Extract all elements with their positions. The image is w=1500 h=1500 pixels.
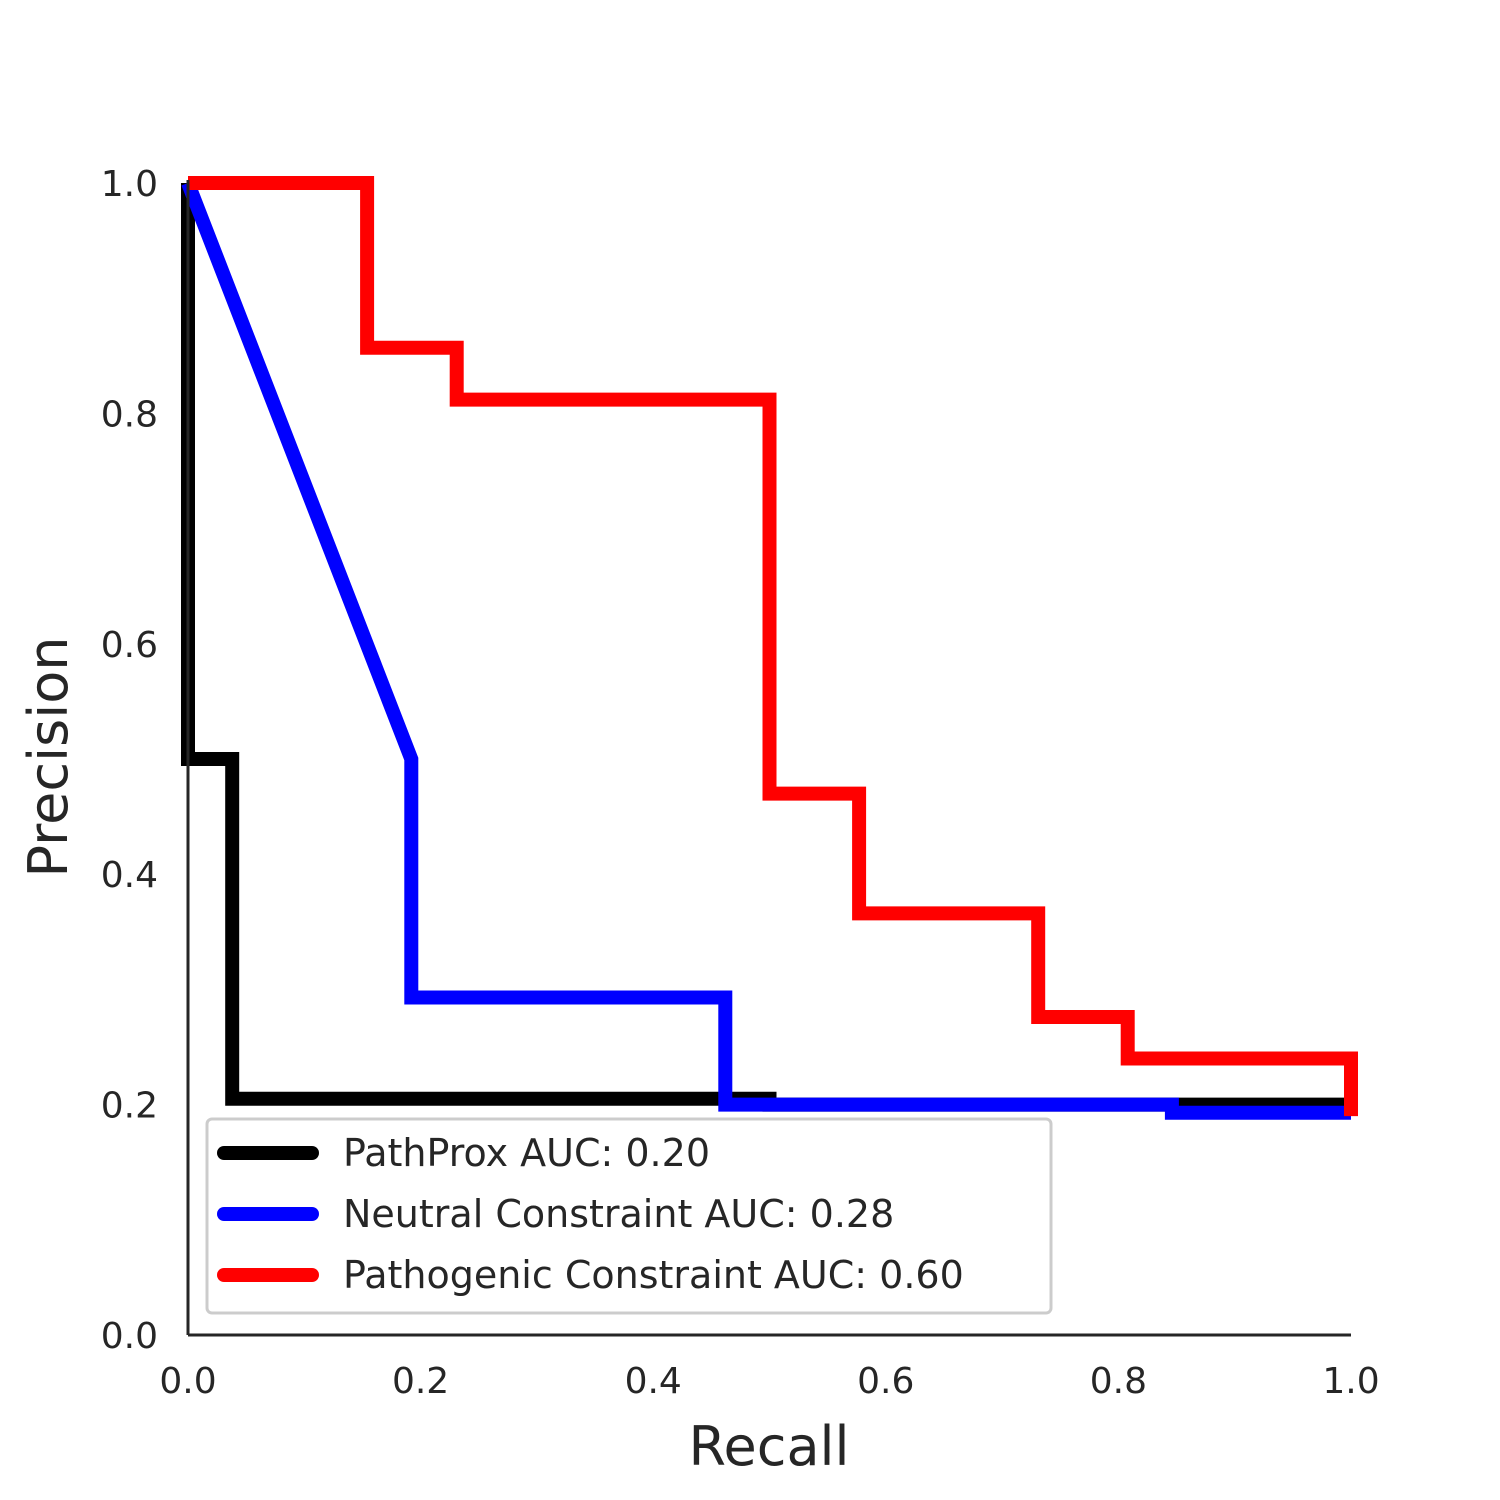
y-tick-label: 0.2 <box>101 1086 158 1127</box>
x-tick-label: 0.4 <box>625 1361 682 1402</box>
axes-layer <box>186 180 1351 1337</box>
series-line-3 <box>188 176 1358 1117</box>
x-tick-label: 0.0 <box>159 1361 216 1402</box>
legend-label-2: Neutral Constraint AUC: 0.28 <box>343 1192 894 1236</box>
x-tick-label: 0.8 <box>1090 1361 1147 1402</box>
series-layer <box>181 176 1358 1120</box>
legend-frame <box>205 1117 1053 1315</box>
x-tick-label: 0.2 <box>392 1361 449 1402</box>
x-tick-label: 0.6 <box>857 1361 914 1402</box>
y-tick-label: 0.4 <box>101 855 158 896</box>
y-tick-label: 1.0 <box>101 164 158 205</box>
y-tick-label: 0.6 <box>101 625 158 666</box>
x-axis-title: Recall <box>688 1415 849 1478</box>
ticks-layer: 0.0 0.2 0.4 0.6 0.8 1.0 0.0 0.2 0.4 0.6 0.8 1.0 <box>101 164 1380 1402</box>
y-tick-label: 0.0 <box>101 1316 158 1357</box>
legend: PathProx AUC: 0.20 Neutral Constraint AUC… <box>205 1117 1053 1315</box>
series-line-2 <box>181 180 1351 1120</box>
legend-label-3: Pathogenic Constraint AUC: 0.60 <box>343 1253 964 1297</box>
legend-label-1: PathProx AUC: 0.20 <box>343 1131 710 1175</box>
y-axis-title: Precision <box>17 637 80 878</box>
x-tick-label: 1.0 <box>1322 1361 1379 1402</box>
y-tick-label: 0.8 <box>101 394 158 435</box>
